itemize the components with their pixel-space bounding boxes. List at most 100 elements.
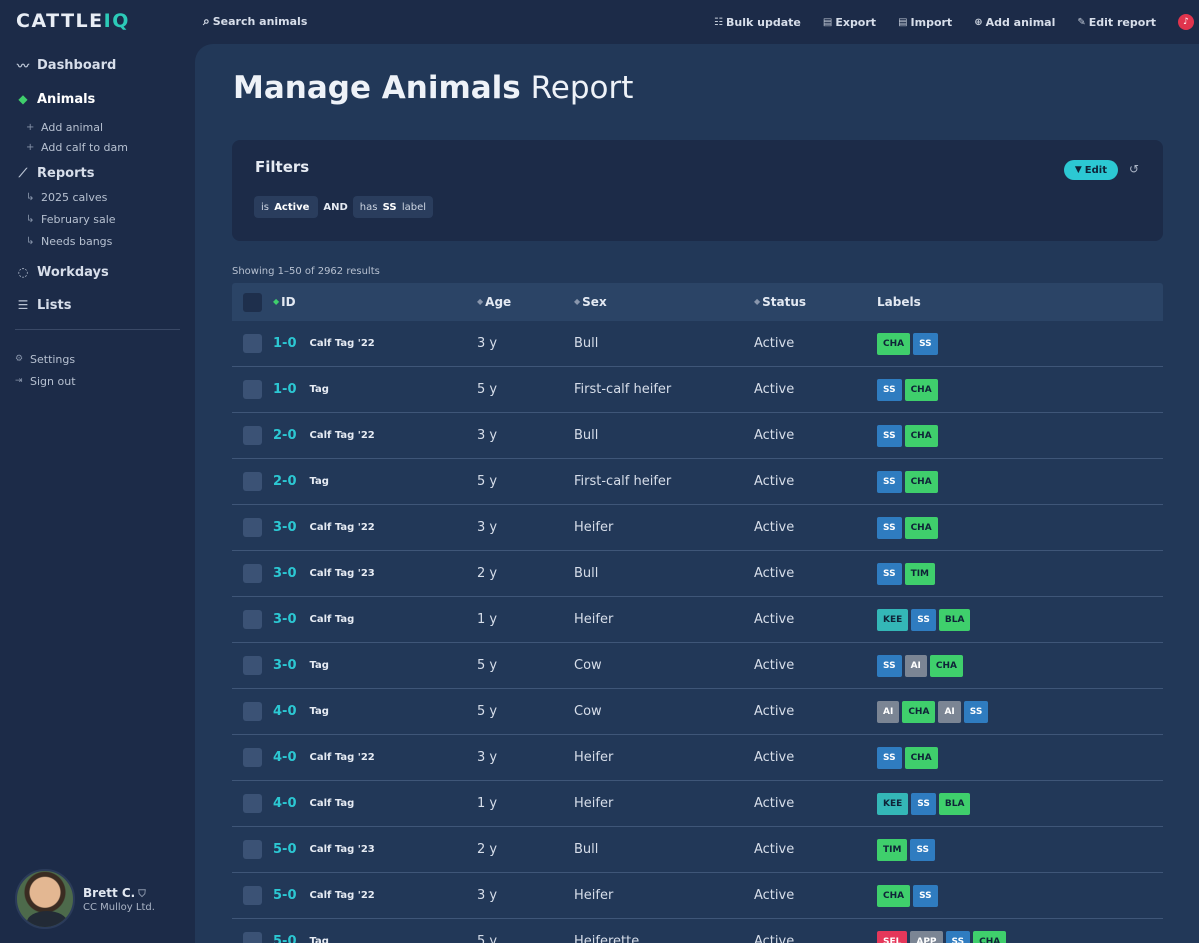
sidebar-item-label: Sign out bbox=[30, 374, 76, 388]
sidebar-item-label: Workdays bbox=[37, 264, 109, 280]
animal-labels: SS TIM bbox=[877, 562, 1163, 585]
row-checkbox[interactable] bbox=[243, 748, 262, 767]
animal-id-link[interactable]: 4-0 bbox=[273, 796, 297, 811]
table-row[interactable]: 3-0 Calf Tag '23 2 y Bull Active SS TIM bbox=[232, 551, 1163, 597]
animal-id-link[interactable]: 1-0 bbox=[273, 336, 297, 351]
table-row[interactable]: 1-0 Tag 5 y First-calf heifer Active SS C… bbox=[232, 367, 1163, 413]
column-label: Sex bbox=[582, 295, 607, 309]
animal-sex: Heifer bbox=[574, 520, 614, 535]
row-checkbox[interactable] bbox=[243, 334, 262, 353]
animal-labels: CHA SS bbox=[877, 884, 1163, 907]
export-button[interactable]: ▤ Export bbox=[823, 16, 876, 29]
edit-filters-button[interactable]: ▼ Edit bbox=[1063, 160, 1118, 180]
sidebar-item-label: Add calf to dam bbox=[41, 140, 128, 154]
animal-status: Active bbox=[754, 842, 795, 857]
sidebar-subitem-needs-bangs[interactable]: ↳ Needs bangs bbox=[15, 231, 185, 251]
table-row[interactable]: 4-0 Tag 5 y Cow Active AI CHA AI SS bbox=[232, 689, 1163, 735]
column-header-age[interactable]: ◆ Age bbox=[477, 295, 574, 309]
label-badge: SS bbox=[877, 424, 902, 447]
sidebar-item-reports[interactable]: ⟋ Reports bbox=[15, 163, 185, 183]
table-row[interactable]: 3-0 Calf Tag 1 y Heifer Active KEE SS BLA bbox=[232, 597, 1163, 643]
bulk-update-button[interactable]: ☷ Bulk update bbox=[714, 16, 801, 29]
reset-icon[interactable]: ↺ bbox=[1128, 162, 1139, 176]
user-profile[interactable]: Brett C. ⛉ CC Mulloy Ltd. bbox=[15, 869, 155, 929]
animal-id-link[interactable]: 5-0 bbox=[273, 842, 297, 857]
animal-status: Active bbox=[754, 336, 795, 351]
animal-id-link[interactable]: 5-0 bbox=[273, 888, 297, 903]
filter-chip-status[interactable]: is Active bbox=[254, 196, 319, 218]
label-badge: SEL bbox=[877, 930, 908, 943]
animal-id-link[interactable]: 2-0 bbox=[273, 474, 297, 489]
row-checkbox[interactable] bbox=[243, 932, 262, 943]
animal-id-link[interactable]: 2-0 bbox=[273, 428, 297, 443]
table-row[interactable]: 3-0 Tag 5 y Cow Active SS AI CHA bbox=[232, 643, 1163, 689]
table-row[interactable]: 5-0 Calf Tag '22 3 y Heifer Active CHA SS bbox=[232, 873, 1163, 919]
row-checkbox[interactable] bbox=[243, 518, 262, 537]
sidebar-subitem-february-sale[interactable]: ↳ February sale bbox=[15, 209, 185, 229]
column-header-id[interactable]: ◆ ID bbox=[273, 295, 477, 309]
animal-id-link[interactable]: 4-0 bbox=[273, 750, 297, 765]
animal-labels: KEE SS BLA bbox=[877, 792, 1163, 815]
animal-labels: SS CHA bbox=[877, 378, 1163, 401]
animal-status: Active bbox=[754, 658, 795, 673]
sidebar-item-workdays[interactable]: ◌ Workdays bbox=[15, 262, 185, 282]
row-checkbox[interactable] bbox=[243, 610, 262, 629]
animal-age: 1 y bbox=[477, 612, 498, 627]
chip-text: has bbox=[359, 201, 378, 213]
table-row[interactable]: 3-0 Calf Tag '22 3 y Heifer Active SS CHA bbox=[232, 505, 1163, 551]
animal-id-link[interactable]: 5-0 bbox=[273, 934, 297, 943]
row-checkbox[interactable] bbox=[243, 564, 262, 583]
animal-tag: Tag bbox=[309, 476, 329, 487]
row-checkbox[interactable] bbox=[243, 426, 262, 445]
column-header-sex[interactable]: ◆ Sex bbox=[574, 295, 754, 309]
sidebar-item-animals[interactable]: ◆ Animals bbox=[15, 89, 185, 109]
table-row[interactable]: 5-0 Calf Tag '23 2 y Bull Active TIM SS bbox=[232, 827, 1163, 873]
row-checkbox[interactable] bbox=[243, 380, 262, 399]
label-badge: CHA bbox=[904, 424, 938, 447]
add-animal-button[interactable]: ⊕ Add animal bbox=[974, 16, 1055, 29]
animals-table: ◆ ID ◆ Age ◆ Sex ◆ Status Labels 1-0 bbox=[232, 283, 1163, 943]
animal-id-link[interactable]: 3-0 bbox=[273, 520, 297, 535]
animal-id-link[interactable]: 3-0 bbox=[273, 658, 297, 673]
sidebar-subitem-add-calf-to-dam[interactable]: + Add calf to dam bbox=[15, 137, 185, 157]
table-row[interactable]: 5-0 Tag 5 y Heiferette Active SEL APP SS CH… bbox=[232, 919, 1163, 943]
search-input[interactable]: ⌕ Search animals bbox=[203, 14, 307, 29]
column-header-status[interactable]: ◆ Status bbox=[754, 295, 877, 309]
table-row[interactable]: 1-0 Calf Tag '22 3 y Bull Active CHA SS bbox=[232, 321, 1163, 367]
row-checkbox[interactable] bbox=[243, 472, 262, 491]
sidebar-subitem-add-animal[interactable]: + Add animal bbox=[15, 117, 185, 137]
row-checkbox[interactable] bbox=[243, 886, 262, 905]
row-checkbox[interactable] bbox=[243, 702, 262, 721]
animal-id-link[interactable]: 3-0 bbox=[273, 566, 297, 581]
animal-age: 3 y bbox=[477, 428, 498, 443]
app-logo[interactable]: CATTLEIQ bbox=[16, 10, 130, 32]
sort-icon: ◆ bbox=[574, 297, 581, 306]
table-row[interactable]: 4-0 Calf Tag '22 3 y Heifer Active SS CHA bbox=[232, 735, 1163, 781]
animal-labels: KEE SS BLA bbox=[877, 608, 1163, 631]
user-org: CC Mulloy Ltd. bbox=[83, 901, 155, 913]
animal-id-link[interactable]: 1-0 bbox=[273, 382, 297, 397]
table-row[interactable]: 2-0 Calf Tag '22 3 y Bull Active SS CHA bbox=[232, 413, 1163, 459]
label-badge: TIM bbox=[904, 562, 936, 585]
edit-report-button[interactable]: ✎ Edit report bbox=[1077, 16, 1156, 29]
sidebar-subitem-2025-calves[interactable]: ↳ 2025 calves bbox=[15, 187, 185, 207]
row-checkbox[interactable] bbox=[243, 840, 262, 859]
sidebar-item-lists[interactable]: ☰ Lists bbox=[15, 295, 185, 315]
animal-tag: Calf Tag '22 bbox=[309, 890, 375, 901]
sidebar-item-dashboard[interactable]: 〰 Dashboard bbox=[15, 55, 185, 75]
bell-icon[interactable]: ♪ bbox=[1178, 14, 1194, 30]
animal-tag: Calf Tag bbox=[309, 798, 355, 809]
animal-id-link[interactable]: 4-0 bbox=[273, 704, 297, 719]
table-row[interactable]: 4-0 Calf Tag 1 y Heifer Active KEE SS BLA bbox=[232, 781, 1163, 827]
select-all-checkbox[interactable] bbox=[243, 292, 262, 312]
row-checkbox[interactable] bbox=[243, 794, 262, 813]
sidebar-item-sign-out[interactable]: ⇥ Sign out bbox=[15, 370, 185, 392]
import-button[interactable]: ▤ Import bbox=[898, 16, 952, 29]
table-row[interactable]: 2-0 Tag 5 y First-calf heifer Active SS C… bbox=[232, 459, 1163, 505]
animal-id-link[interactable]: 3-0 bbox=[273, 612, 297, 627]
row-checkbox[interactable] bbox=[243, 656, 262, 675]
chart-line-icon: ⟋ bbox=[18, 165, 28, 180]
filter-chip-label[interactable]: has SS label bbox=[352, 196, 434, 218]
filter-operator: AND bbox=[323, 201, 348, 213]
sidebar-item-settings[interactable]: ⚙ Settings bbox=[15, 348, 185, 370]
